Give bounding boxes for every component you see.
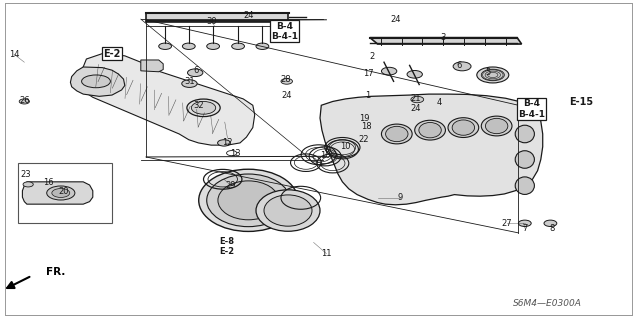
Text: B-4
B-4-1: B-4 B-4-1 [271,22,298,41]
Text: E-2: E-2 [103,48,121,59]
Text: 22: 22 [358,135,369,144]
Text: 24: 24 [282,91,292,100]
Text: 17: 17 [363,69,373,78]
Ellipse shape [256,190,320,231]
Polygon shape [78,54,255,145]
Circle shape [407,70,422,78]
Circle shape [19,99,29,104]
Circle shape [232,43,244,49]
Text: E-2: E-2 [220,247,235,256]
Circle shape [182,80,197,87]
Text: 30: 30 [206,17,216,26]
Circle shape [182,43,195,49]
Text: 10: 10 [320,151,330,160]
Text: 18: 18 [361,122,371,131]
Text: 6: 6 [193,66,198,75]
Ellipse shape [415,120,445,140]
Text: 5: 5 [485,68,490,77]
Text: FR.: FR. [46,267,65,278]
Text: 19: 19 [360,114,370,122]
Ellipse shape [381,124,412,144]
Text: 12: 12 [222,138,232,147]
Circle shape [23,182,33,187]
Text: 3: 3 [440,33,445,42]
Circle shape [188,69,203,77]
Circle shape [256,43,269,49]
Text: 32: 32 [193,101,204,110]
Ellipse shape [191,101,216,114]
Ellipse shape [187,99,220,117]
Polygon shape [146,13,288,21]
Text: 29: 29 [225,181,236,189]
Text: 11: 11 [321,249,332,258]
Ellipse shape [448,118,479,137]
Circle shape [207,43,220,49]
Text: 26: 26 [19,96,29,105]
Ellipse shape [515,151,534,168]
Text: 6: 6 [457,61,462,70]
Text: 23: 23 [20,170,31,179]
Text: 31: 31 [185,77,195,86]
Polygon shape [22,182,93,204]
Ellipse shape [515,177,534,194]
Circle shape [477,67,509,83]
Text: 10: 10 [340,142,351,151]
Circle shape [52,189,70,197]
Ellipse shape [82,75,111,88]
Circle shape [544,220,557,226]
Polygon shape [141,60,163,72]
Ellipse shape [385,126,408,142]
Text: 9: 9 [397,193,403,202]
Text: 24: 24 [390,15,401,24]
Ellipse shape [486,118,508,134]
Text: 2: 2 [370,52,375,61]
Circle shape [518,220,531,226]
Polygon shape [370,38,522,44]
Text: 14: 14 [9,50,19,59]
Circle shape [481,69,504,81]
Bar [18,163,112,223]
Ellipse shape [207,174,290,227]
Ellipse shape [198,169,298,232]
Text: 7: 7 [522,224,527,233]
Circle shape [281,78,292,84]
Circle shape [453,62,471,71]
Text: B-4
B-4-1: B-4 B-4-1 [518,100,545,119]
Ellipse shape [515,125,534,143]
Ellipse shape [452,120,475,135]
Text: 24: 24 [411,104,421,113]
Circle shape [381,67,397,75]
Text: 24: 24 [243,11,253,20]
Text: 4: 4 [436,98,442,107]
Ellipse shape [218,181,279,220]
Ellipse shape [264,195,312,226]
Text: E-8: E-8 [220,237,235,246]
Text: 20: 20 [59,187,69,196]
Ellipse shape [419,122,442,138]
Circle shape [411,96,424,103]
Text: 27: 27 [502,219,512,228]
Text: 1: 1 [365,91,371,100]
Polygon shape [320,94,543,205]
Polygon shape [70,67,125,96]
Text: 8: 8 [549,224,554,233]
Circle shape [159,43,172,49]
Text: 16: 16 [43,178,53,187]
Text: E-15: E-15 [569,97,593,107]
Text: 21: 21 [411,94,421,103]
Ellipse shape [481,116,512,136]
Text: 13: 13 [230,149,241,158]
Circle shape [218,140,230,146]
Circle shape [47,186,75,200]
Text: 28: 28 [280,75,291,84]
Text: S6M4—E0300A: S6M4—E0300A [513,299,582,308]
